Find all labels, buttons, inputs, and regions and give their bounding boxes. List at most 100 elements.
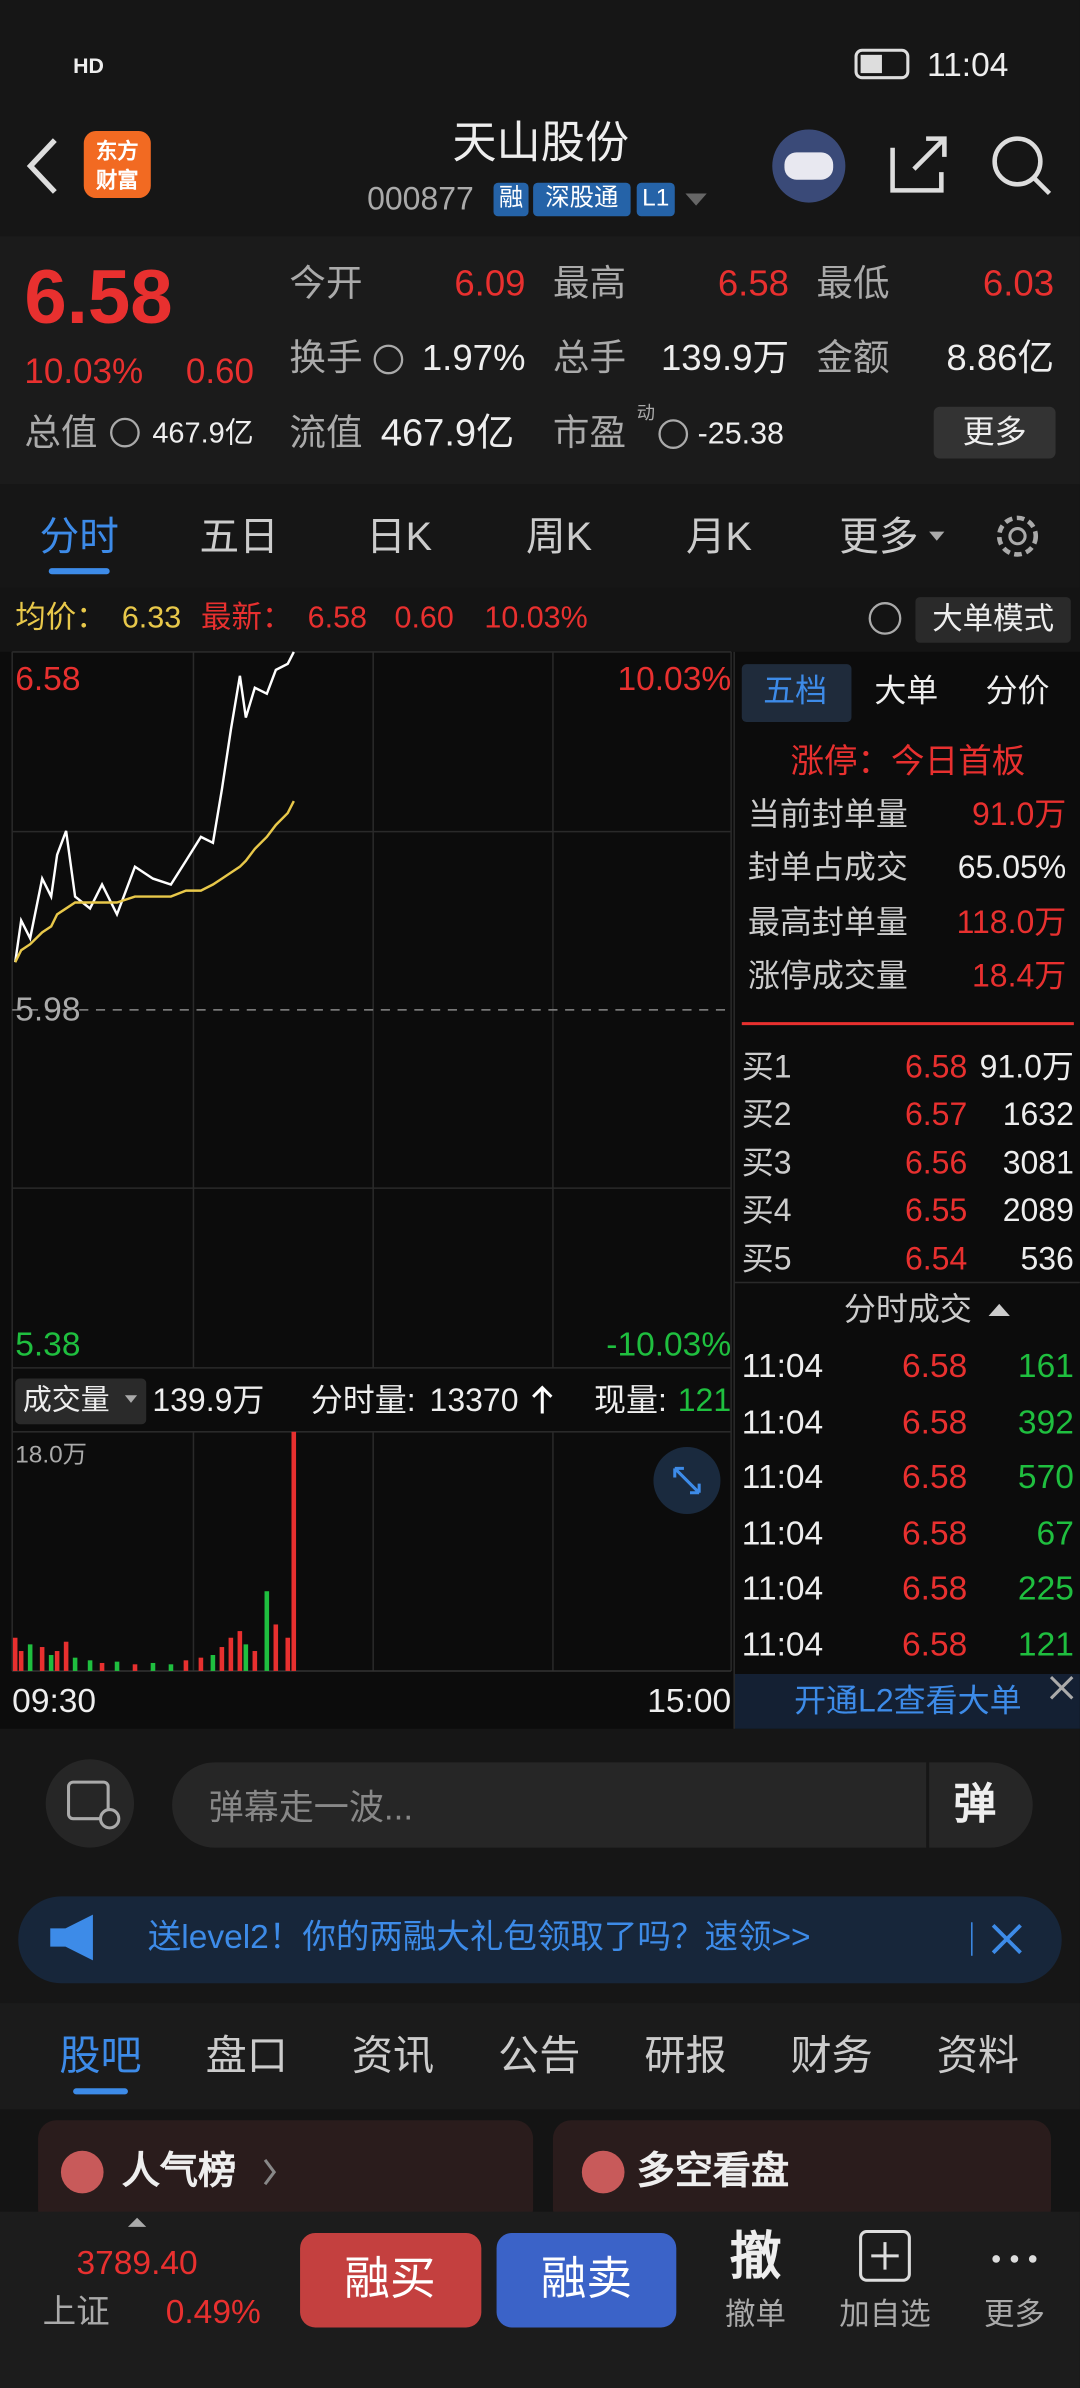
- change-pct: 10.03%: [24, 351, 144, 391]
- volume-bar: [132, 1664, 138, 1671]
- trades-title: 分时成交: [843, 1292, 972, 1328]
- index-pct: 0.49%: [165, 2292, 261, 2331]
- trade-time: 11:04: [741, 1568, 824, 1607]
- volume-bar: [27, 1644, 33, 1671]
- stock-tag: 深股通: [545, 185, 619, 212]
- trade-price: 6.58: [901, 1346, 968, 1385]
- volume-bar: [198, 1657, 204, 1671]
- volume-bar: [291, 1431, 297, 1671]
- avg-label: 均价：: [15, 601, 107, 636]
- y-tick-label: 18.0万: [15, 1442, 88, 1469]
- more-menu[interactable]: 更多: [983, 2298, 1045, 2333]
- volume-bar: [219, 1647, 225, 1671]
- chart-tab[interactable]: 日K: [366, 513, 433, 560]
- trade-price: 6.58: [901, 1457, 968, 1496]
- chart-tab[interactable]: 更多: [839, 513, 919, 560]
- trade-price: 6.58: [901, 1625, 968, 1664]
- volume-bar: [243, 1644, 249, 1671]
- quote-label: 今开: [289, 263, 363, 305]
- quote-value: 1.97%: [421, 338, 526, 380]
- trade-time: 11:04: [741, 1346, 824, 1385]
- trade-volume: 121: [1017, 1625, 1074, 1664]
- volume-bar: [63, 1641, 69, 1671]
- bid-volume: 2089: [1002, 1193, 1074, 1229]
- comment-input[interactable]: 弹幕走一波...: [208, 1787, 414, 1828]
- seal-label: 最高封单量: [747, 905, 908, 941]
- seal-value: 18.4万: [971, 958, 1067, 994]
- section-tab[interactable]: 股吧: [59, 2032, 142, 2079]
- stock-tag: 融: [498, 185, 524, 212]
- seal-label: 当前封单量: [747, 797, 908, 833]
- bid-volume: 91.0万: [979, 1050, 1074, 1086]
- bid-price: 6.58: [904, 1050, 968, 1086]
- quote-value: 6.03: [982, 263, 1055, 305]
- volume-bar: [183, 1660, 189, 1671]
- watchlist-button[interactable]: 加自选: [839, 2298, 931, 2333]
- quote-label: 最高: [552, 263, 627, 305]
- volume-bar: [18, 1651, 24, 1671]
- volume-bar: [48, 1655, 54, 1671]
- mode-button[interactable]: 大单模式: [932, 603, 1055, 637]
- margin-sell-button[interactable]: 融卖: [540, 2254, 633, 2305]
- book-tab[interactable]: 分价: [985, 674, 1050, 710]
- card-title[interactable]: 人气榜: [121, 2149, 237, 2193]
- y-tick-label: 5.98: [15, 990, 81, 1029]
- last-price: 6.58: [24, 254, 173, 340]
- y-tick-label: 6.58: [15, 659, 81, 698]
- chart-tab[interactable]: 月K: [685, 513, 752, 560]
- bid-label: 买2: [741, 1097, 792, 1133]
- volume-bar: [264, 1591, 270, 1671]
- clock: 11:04: [926, 45, 1009, 84]
- seal-value: 118.0万: [956, 905, 1067, 941]
- latest-change: 0.60: [394, 601, 454, 636]
- trade-volume: 225: [1017, 1568, 1074, 1607]
- volume-label: 成交量: [22, 1385, 110, 1418]
- current-volume-label: 现量:: [594, 1383, 667, 1419]
- volume-bar: [12, 1637, 18, 1671]
- section-tab[interactable]: 财务: [790, 2032, 873, 2079]
- cancel-icon[interactable]: 撤: [729, 2228, 782, 2287]
- chart-tab[interactable]: 分时: [39, 513, 119, 560]
- quote-value: 8.86亿: [946, 338, 1055, 380]
- chart-tab[interactable]: 五日: [199, 513, 279, 560]
- volume-bar: [150, 1662, 156, 1671]
- quote-value: 467.9亿: [152, 418, 254, 451]
- margin-buy-button[interactable]: 融买: [344, 2254, 436, 2305]
- promo-banner[interactable]: 送level2！你的两融大礼包领取了吗？速领>>: [147, 1917, 811, 1956]
- bid-label: 买4: [741, 1193, 792, 1229]
- bid-volume: 536: [1020, 1242, 1074, 1278]
- book-tab[interactable]: 五档: [763, 674, 828, 710]
- send-button[interactable]: 弹: [953, 1780, 997, 1828]
- quote-tag: 动: [636, 402, 655, 424]
- more-button[interactable]: 更多: [962, 415, 1027, 451]
- quote-value: 139.9万: [660, 338, 790, 380]
- book-tab[interactable]: 大单: [874, 674, 939, 710]
- section-tab[interactable]: 研报: [644, 2032, 727, 2079]
- card-title[interactable]: 多空看盘: [636, 2149, 790, 2193]
- volume-total: 139.9万: [152, 1383, 265, 1419]
- section-tab[interactable]: 资讯: [351, 2032, 435, 2079]
- seal-label: 封单占成交: [747, 850, 908, 886]
- bid-label: 买5: [741, 1242, 792, 1278]
- bid-price: 6.54: [904, 1242, 968, 1278]
- seal-value: 65.05%: [957, 850, 1067, 886]
- pct-label: 10.03%: [617, 659, 732, 698]
- trade-time: 11:04: [741, 1625, 824, 1664]
- x-tick-label: 15:00: [647, 1681, 732, 1720]
- quote-label: 流值: [289, 412, 363, 454]
- volume-bar: [228, 1637, 234, 1671]
- latest-label: 最新：: [201, 601, 293, 636]
- pct-label: -10.03%: [606, 1325, 732, 1364]
- index-value: 3789.40: [76, 2243, 198, 2282]
- section-tab[interactable]: 盘口: [205, 2032, 288, 2079]
- volume-bar: [273, 1624, 279, 1671]
- section-tab[interactable]: 公告: [498, 2032, 581, 2079]
- section-tab[interactable]: 资料: [936, 2032, 1020, 2079]
- volume-bar: [87, 1660, 93, 1671]
- x-tick-label: 09:30: [12, 1681, 97, 1720]
- limit-status: 涨停：今日首板: [790, 741, 1026, 780]
- chart-tab[interactable]: 周K: [526, 513, 593, 560]
- l2-link[interactable]: 开通L2查看大单: [794, 1683, 1022, 1719]
- cancel-button[interactable]: 撤单: [725, 2298, 786, 2333]
- current-volume: 121: [677, 1383, 732, 1419]
